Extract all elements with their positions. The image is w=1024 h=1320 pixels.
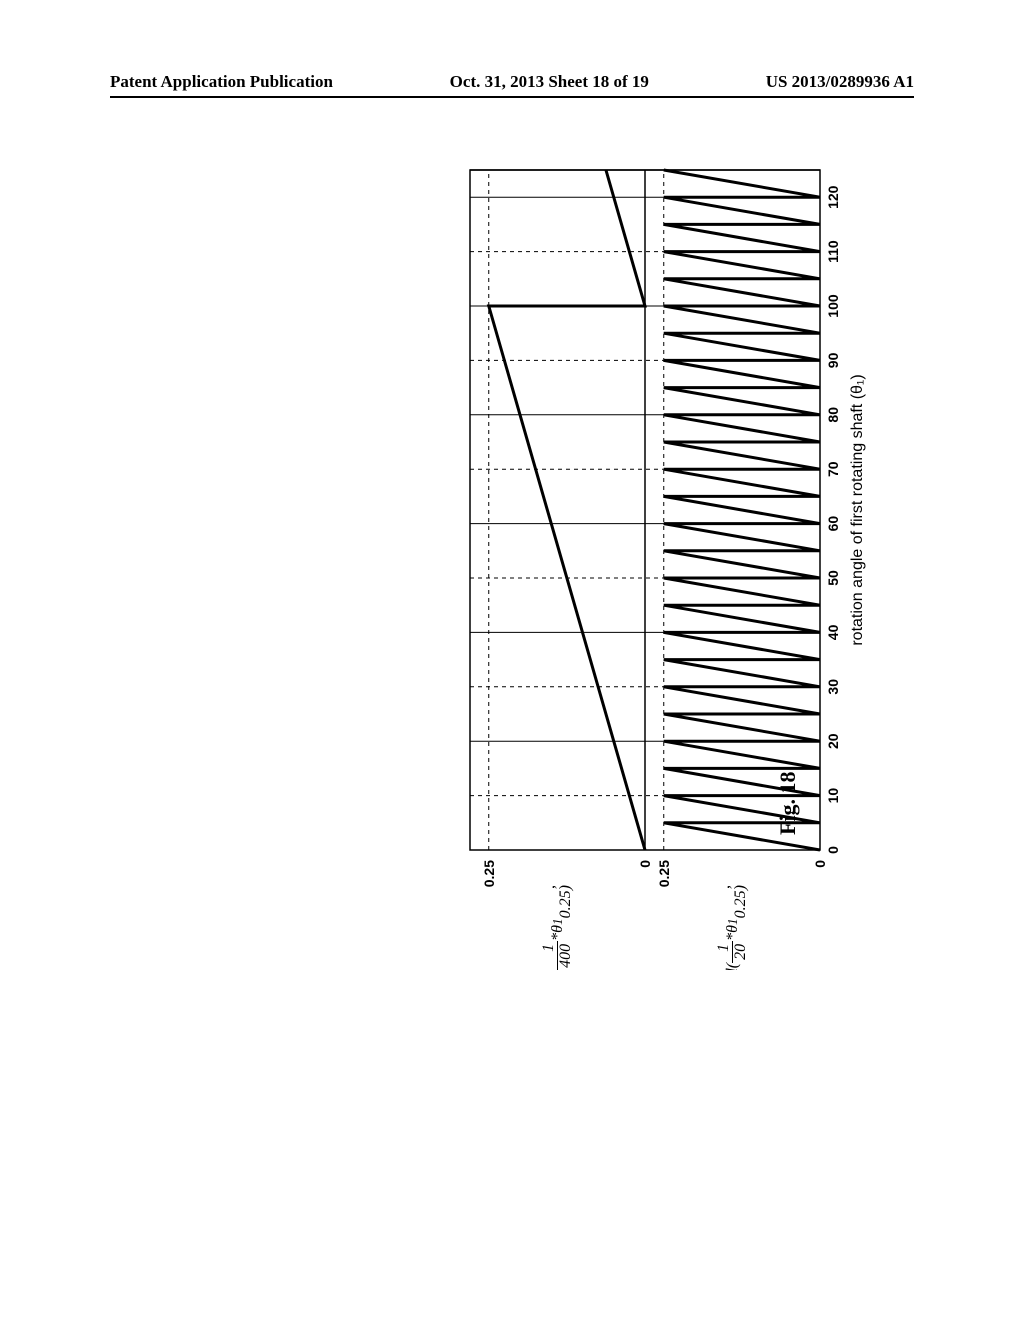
- svg-text:80: 80: [825, 407, 841, 423]
- svg-text:30: 30: [825, 679, 841, 695]
- svg-text:70: 70: [825, 461, 841, 477]
- svg-text:60: 60: [825, 516, 841, 532]
- header-center: Oct. 31, 2013 Sheet 18 of 19: [450, 72, 649, 92]
- svg-text:120: 120: [825, 185, 841, 209]
- svg-text:0.25: 0.25: [656, 860, 672, 887]
- svg-text:40: 40: [825, 624, 841, 640]
- page-header: Patent Application Publication Oct. 31, …: [0, 72, 1024, 92]
- figure-area: Fig. 18 0102030405060708090100110120rota…: [140, 195, 890, 1015]
- svg-text:0: 0: [637, 860, 653, 868]
- svg-text:0.25: 0.25: [481, 860, 497, 887]
- svg-text:10: 10: [825, 788, 841, 804]
- chart-rotated-container: 0 10 20 30 40 50 60 70 80 90 100 110 120 rotation ang…: [460, 160, 880, 970]
- header-right: US 2013/0289936 A1: [766, 72, 914, 92]
- svg-text:90: 90: [825, 352, 841, 368]
- svg-text:50: 50: [825, 570, 841, 586]
- svg-text:110: 110: [825, 240, 841, 263]
- header-left: Patent Application Publication: [110, 72, 333, 92]
- chart-svg: 0 10 20 30 40 50 60 70 80 90 100 110 120 rotation ang…: [460, 160, 880, 970]
- svg-text:100: 100: [825, 294, 841, 318]
- svg-text:0: 0: [812, 860, 828, 868]
- svg-text:rotation angle of first rotati: rotation angle of first rotating shaft (…: [849, 374, 866, 645]
- svg-text:0: 0: [825, 846, 841, 854]
- svg-text:20: 20: [825, 733, 841, 749]
- header-rule: [110, 96, 914, 98]
